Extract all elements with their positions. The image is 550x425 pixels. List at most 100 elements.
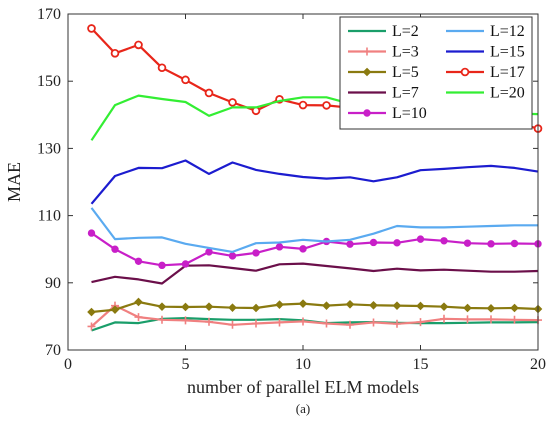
series-line xyxy=(91,262,539,285)
data-point xyxy=(205,317,213,326)
legend-item: L=15 xyxy=(446,44,525,61)
data-point xyxy=(463,239,472,247)
x-tick-label: 0 xyxy=(64,356,72,373)
data-point xyxy=(111,245,119,253)
legend-label: L=10 xyxy=(392,105,427,122)
data-point xyxy=(510,303,519,313)
data-point xyxy=(322,319,331,328)
data-point xyxy=(416,318,425,327)
legend-label: L=7 xyxy=(392,85,419,102)
y-tick-label: 170 xyxy=(37,6,61,23)
series-line xyxy=(90,232,539,267)
x-tick-label: 15 xyxy=(413,356,429,373)
y-tick-label: 130 xyxy=(37,140,61,157)
series-line xyxy=(90,207,538,253)
legend-item: L=3 xyxy=(348,44,419,61)
x-axis-label: number of parallel ELM models xyxy=(187,377,419,397)
legend-item: L=7 xyxy=(348,85,419,102)
data-point xyxy=(416,301,425,311)
data-point xyxy=(393,319,401,328)
data-point xyxy=(362,67,372,77)
series-l-3 xyxy=(87,301,542,331)
data-point xyxy=(416,235,425,243)
legend-label: L=17 xyxy=(490,64,525,81)
data-point xyxy=(298,299,308,308)
y-axis-label: MAE xyxy=(4,162,24,202)
data-point xyxy=(134,297,143,307)
data-point xyxy=(204,302,214,311)
data-point xyxy=(346,320,354,329)
legend-label: L=12 xyxy=(490,23,525,40)
legend-item: L=17 xyxy=(446,64,525,81)
data-point xyxy=(228,252,237,260)
legend-label: L=5 xyxy=(392,64,419,81)
data-point xyxy=(510,315,519,324)
data-point xyxy=(87,307,96,317)
data-point xyxy=(322,101,331,110)
data-point xyxy=(275,300,284,309)
data-point xyxy=(252,319,260,328)
series-l-5 xyxy=(87,297,543,317)
axis-ticks: 0 5 10 15 20 70 90 110 130 150 170 xyxy=(37,6,546,373)
legend-item: L=20 xyxy=(446,85,525,102)
x-tick-label: 20 xyxy=(530,356,546,373)
data-point xyxy=(298,100,308,110)
data-point xyxy=(345,299,355,309)
data-point xyxy=(275,318,284,327)
data-point xyxy=(275,243,284,251)
y-tick-label: 150 xyxy=(37,73,61,90)
data-point xyxy=(228,303,237,312)
data-point xyxy=(393,239,401,247)
data-point xyxy=(157,302,167,311)
series-l-7 xyxy=(91,262,539,285)
data-point xyxy=(510,239,519,248)
data-point xyxy=(460,67,470,77)
x-tick-label: 5 xyxy=(182,356,190,373)
data-point xyxy=(205,248,213,256)
data-point xyxy=(181,316,190,325)
data-point xyxy=(299,245,307,253)
data-point xyxy=(87,229,96,237)
data-point xyxy=(134,40,143,50)
data-point xyxy=(322,301,331,310)
data-point xyxy=(299,317,307,326)
data-point xyxy=(87,322,96,331)
series-line xyxy=(90,159,539,205)
data-point xyxy=(204,88,214,98)
data-point xyxy=(110,49,120,58)
legend-item: L=2 xyxy=(348,23,419,40)
data-point xyxy=(158,315,166,324)
data-point xyxy=(134,313,143,322)
data-point xyxy=(440,237,448,245)
data-point xyxy=(369,301,378,310)
series-l-12 xyxy=(90,207,538,253)
legend-item: L=10 xyxy=(348,105,427,122)
data-point xyxy=(346,240,354,248)
data-point xyxy=(369,238,378,247)
x-tick-label: 10 xyxy=(295,356,311,373)
data-point xyxy=(440,314,448,323)
data-point xyxy=(487,240,495,248)
data-point xyxy=(87,24,96,33)
data-point xyxy=(181,302,190,312)
legend-label: L=2 xyxy=(392,23,419,40)
data-point xyxy=(228,98,237,107)
legend-label: L=3 xyxy=(392,44,419,61)
legend-label: L=20 xyxy=(490,85,525,102)
data-point xyxy=(110,305,120,314)
data-point xyxy=(463,303,472,313)
data-point xyxy=(487,315,495,324)
data-point xyxy=(134,257,143,265)
y-tick-label: 110 xyxy=(38,208,61,225)
data-point xyxy=(486,304,496,313)
data-point xyxy=(463,315,472,324)
data-point xyxy=(181,260,190,268)
data-point xyxy=(252,249,260,257)
data-point xyxy=(157,63,167,73)
data-point xyxy=(251,303,261,313)
data-point xyxy=(158,261,166,270)
y-tick-label: 70 xyxy=(45,342,61,359)
y-tick-label: 90 xyxy=(45,275,61,292)
data-point xyxy=(369,318,378,327)
